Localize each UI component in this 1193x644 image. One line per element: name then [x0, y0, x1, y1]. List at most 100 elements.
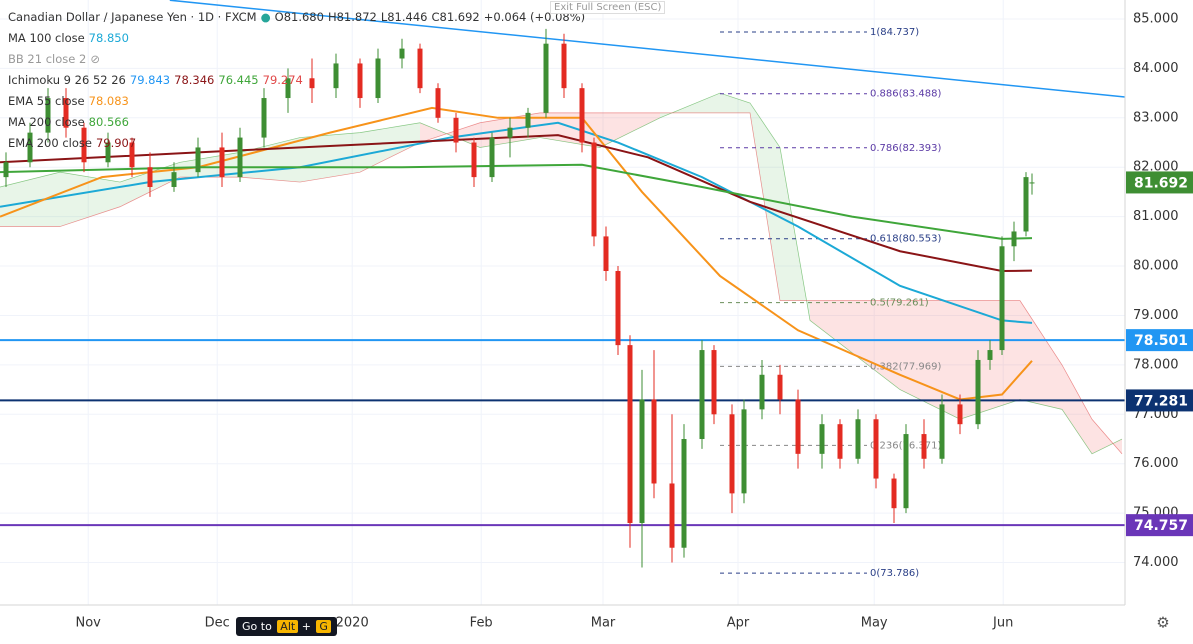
candle-body [45, 98, 51, 133]
cloud [750, 102, 780, 301]
candle-body [561, 43, 567, 89]
candle-body [903, 434, 909, 509]
fib-label: 0.618(80.553) [870, 234, 942, 245]
settings-icon[interactable]: ⚙ [1156, 614, 1169, 632]
legend-value: 80.566 [88, 115, 129, 129]
price-tag [1126, 171, 1193, 194]
x-tick-label: 2020 [336, 616, 369, 631]
price-tag-label: 78.501 [1134, 333, 1188, 349]
fib-label: 0(73.786) [870, 568, 919, 579]
fib-label: 0.5(79.261) [870, 298, 929, 309]
candle-body [837, 424, 843, 459]
legend-value: 76.445 [218, 73, 259, 87]
candle-body [1029, 182, 1035, 184]
trend-line [169, 0, 1125, 98]
y-tick-label: 76.000 [1133, 456, 1179, 471]
candle-body [1011, 231, 1017, 247]
fib-label: 0.786(82.393) [870, 143, 942, 154]
candle-body [999, 246, 1005, 351]
candle-body [171, 172, 177, 187]
candle-body [681, 439, 687, 548]
x-tick-label: Mar [591, 616, 616, 631]
legend-name: BB 21 close 2 [8, 52, 87, 66]
candle-body [795, 399, 801, 454]
x-tick-label: Nov [76, 616, 102, 631]
candle-body [651, 399, 657, 484]
candle-body [237, 137, 243, 178]
candle-body [729, 414, 735, 494]
candle-body [579, 88, 585, 143]
candle-body [543, 43, 549, 113]
candle-body [333, 63, 339, 89]
candle-body [777, 374, 783, 400]
candle-body [261, 98, 267, 138]
candle-body [147, 167, 153, 187]
legend-name: EMA 200 close [8, 136, 92, 150]
price-tag [1126, 514, 1193, 537]
candle-body [921, 434, 927, 459]
candle-body [591, 142, 597, 237]
key-plus: + [301, 620, 311, 633]
candle-body [105, 142, 111, 163]
ohlc: O81.680 [274, 10, 324, 24]
key: G [316, 620, 331, 633]
candle-body [1023, 177, 1029, 232]
legend-row: EMA 55 close 78.083 [8, 91, 589, 112]
legend-row: MA 200 close 80.566 [8, 112, 589, 133]
price-tag-label: 81.692 [1134, 175, 1188, 191]
cloud [1020, 300, 1062, 410]
candle-body [603, 236, 609, 271]
candle-body [975, 359, 981, 425]
legend-value: 78.083 [88, 94, 129, 108]
candle-body [819, 424, 825, 454]
ohlc: L81.446 [380, 10, 428, 24]
candle-body [987, 350, 993, 360]
cloud-edge [0, 92, 1123, 455]
candle-body [417, 48, 423, 89]
candle-body [615, 270, 621, 346]
candle-body [759, 374, 765, 410]
goto-tooltip: Go to Alt + G [236, 617, 337, 636]
cloud [600, 112, 660, 148]
legend-name: Ichimoku 9 26 52 26 [8, 73, 126, 87]
candle-body [639, 399, 645, 524]
candle-body [81, 127, 87, 163]
cloud [360, 122, 420, 173]
price-tag [1126, 389, 1193, 412]
y-tick-label: 83.000 [1133, 110, 1179, 125]
candle-body [741, 409, 747, 494]
exit-fullscreen[interactable]: Exit Full Screen (ESC) [550, 1, 666, 14]
candle-body [699, 350, 705, 440]
candle-body [939, 404, 945, 459]
y-tick-label: 85.000 [1133, 11, 1179, 26]
candle-body [891, 478, 897, 509]
ma-line [0, 121, 1033, 324]
cloud [60, 172, 120, 227]
tooltip-text: Go to [242, 620, 272, 633]
legend-value: 78.850 [88, 31, 129, 45]
legend-row: EMA 200 close 79.907 [8, 133, 589, 154]
y-tick-label: 79.000 [1133, 308, 1179, 323]
legend-name: MA 100 close [8, 31, 85, 45]
candle-body [285, 78, 291, 99]
candle-body [489, 137, 495, 178]
x-tick-label: Jun [992, 616, 1013, 631]
cloud [900, 300, 960, 420]
candle-body [669, 483, 675, 548]
y-tick-label: 81.000 [1133, 209, 1179, 224]
legend-value: 79.274 [262, 73, 303, 87]
candle-body [525, 112, 531, 128]
candle-body [129, 142, 135, 168]
candle-body [63, 98, 69, 128]
fib-label: 1(84.737) [870, 27, 919, 38]
cloud [0, 172, 60, 227]
symbol: Canadian Dollar / Japanese Yen · 1D · FX… [8, 10, 257, 24]
legend-name: MA 200 close [8, 115, 85, 129]
y-tick-label: 82.000 [1133, 160, 1179, 175]
legend-value: 79.907 [95, 136, 137, 150]
hidden-icon[interactable]: ⊘ [90, 52, 100, 66]
price-tag [1126, 329, 1193, 352]
